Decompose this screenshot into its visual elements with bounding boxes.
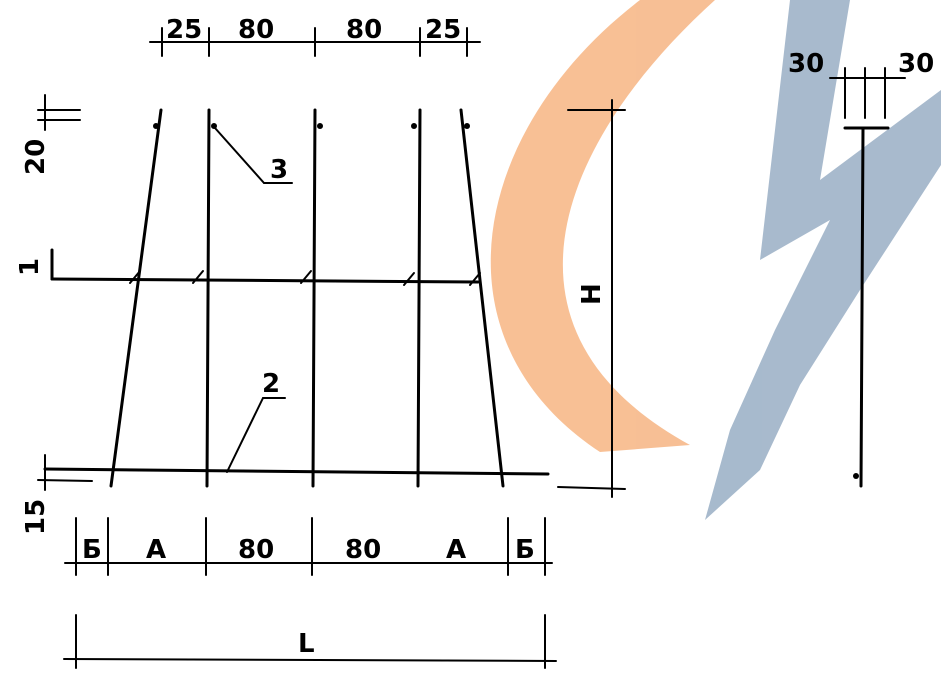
watermark-orange-arc bbox=[490, 0, 715, 452]
dim-bottom-b-right: Б bbox=[515, 535, 535, 565]
dim-bottom-80-right: 80 bbox=[345, 535, 381, 565]
dim-overall-l: L bbox=[298, 629, 315, 659]
leader-3 bbox=[214, 127, 265, 184]
dim-left-15: 15 bbox=[21, 499, 51, 535]
right-tapered-post bbox=[459, 108, 505, 488]
detail-post bbox=[859, 126, 865, 488]
height-dimension: H bbox=[557, 99, 626, 498]
section-tick bbox=[129, 270, 141, 284]
dim-line bbox=[63, 658, 557, 662]
section-tick bbox=[403, 272, 415, 286]
post-top-dot bbox=[153, 123, 159, 129]
frame-verticals bbox=[109, 108, 505, 488]
dim-bottom-b-left: Б bbox=[82, 535, 102, 565]
top-dimension-chain: 25 80 80 25 bbox=[149, 15, 481, 57]
post-2 bbox=[311, 108, 317, 488]
dim-top-80-right: 80 bbox=[346, 15, 382, 45]
base-bar bbox=[43, 467, 550, 476]
dim-left-20: 20 bbox=[21, 139, 51, 175]
detail-dot bbox=[853, 473, 859, 479]
post-top-dot bbox=[464, 123, 470, 129]
section-line bbox=[50, 277, 480, 284]
ext-line bbox=[557, 486, 626, 490]
post-1 bbox=[205, 108, 211, 488]
post-3 bbox=[416, 108, 422, 488]
dim-top-80-left: 80 bbox=[238, 15, 274, 45]
section-tick bbox=[300, 270, 312, 284]
left-dimensions: 20 15 bbox=[21, 94, 93, 535]
callout-1-label: 1 bbox=[15, 258, 45, 276]
dim-detail-30-left: 30 bbox=[788, 49, 824, 79]
section-tick bbox=[192, 270, 204, 284]
callout-2-label: 2 bbox=[262, 369, 280, 399]
leader-2 bbox=[226, 397, 264, 473]
dim-top-25-right: 25 bbox=[425, 15, 461, 45]
dim-bottom-a-left: А bbox=[146, 535, 166, 565]
post-top-dot bbox=[317, 123, 323, 129]
dim-detail-30-right: 30 bbox=[898, 49, 934, 79]
left-tapered-post bbox=[109, 108, 163, 488]
watermark-blue-bolt bbox=[705, 0, 941, 520]
ext-line bbox=[37, 479, 93, 482]
post-top-dot bbox=[411, 123, 417, 129]
logo-watermark-icon bbox=[490, 0, 941, 520]
right-detail: 30 30 bbox=[788, 49, 934, 488]
callout-3-label: 3 bbox=[270, 155, 288, 185]
overall-length-dimension: L bbox=[63, 614, 557, 669]
callouts: 3 2 1 bbox=[15, 127, 293, 473]
frame-horizontals bbox=[43, 248, 550, 476]
dim-height-h: H bbox=[577, 283, 607, 305]
section-tick bbox=[469, 272, 481, 286]
dim-top-25-left: 25 bbox=[166, 15, 202, 45]
bottom-dimension-chain: Б А 80 80 А Б bbox=[64, 517, 553, 576]
dim-bottom-a-right: А bbox=[446, 535, 466, 565]
dim-bottom-80-left: 80 bbox=[238, 535, 274, 565]
